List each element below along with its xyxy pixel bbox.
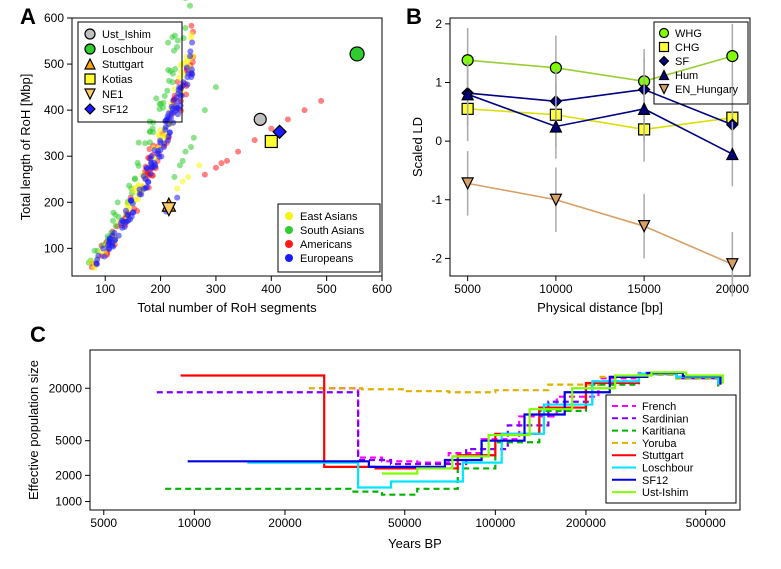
svg-text:200: 200: [44, 195, 64, 209]
svg-text:500000: 500000: [686, 516, 726, 530]
svg-text:SF12: SF12: [642, 475, 668, 487]
svg-text:400: 400: [44, 103, 64, 117]
svg-text:Physical distance [bp]: Physical distance [bp]: [537, 300, 663, 315]
svg-text:Ust_Ishim: Ust_Ishim: [102, 29, 151, 41]
svg-text:200000: 200000: [566, 516, 606, 530]
svg-text:South Asians: South Asians: [300, 225, 365, 237]
svg-text:600: 600: [372, 282, 392, 296]
svg-text:100: 100: [95, 282, 115, 296]
svg-text:Karitiana: Karitiana: [642, 426, 686, 438]
svg-text:5000: 5000: [55, 434, 82, 448]
svg-text:10000: 10000: [178, 516, 212, 530]
svg-text:Scaled LD: Scaled LD: [410, 117, 425, 177]
svg-text:5000: 5000: [90, 516, 117, 530]
svg-text:400: 400: [261, 282, 281, 296]
panel-a-label: A: [20, 4, 36, 30]
svg-text:Ust-Ishim: Ust-Ishim: [642, 487, 688, 499]
svg-text:2: 2: [435, 17, 442, 31]
panel-c-label: C: [30, 322, 46, 348]
svg-text:SF: SF: [675, 56, 689, 68]
panel-c: 5000 10000 20000 50000 100000 200000 500000 100…: [26, 350, 740, 551]
svg-text:SF12: SF12: [102, 104, 128, 116]
svg-text:Hum: Hum: [675, 70, 698, 82]
svg-text:2000: 2000: [55, 468, 82, 482]
svg-text:0: 0: [435, 134, 442, 148]
svg-text:1: 1: [435, 76, 442, 90]
svg-text:Americans: Americans: [300, 239, 352, 251]
svg-text:20000: 20000: [268, 516, 302, 530]
svg-text:Loschbour: Loschbour: [642, 463, 694, 475]
panel-b: 5000100001500020000-2-1012Physical dista…: [410, 17, 750, 315]
svg-text:300: 300: [206, 282, 226, 296]
svg-text:Total length of RoH [Mbp]: Total length of RoH [Mbp]: [18, 74, 33, 221]
svg-text:10000: 10000: [539, 282, 573, 296]
svg-text:Effective population size: Effective population size: [26, 360, 41, 500]
svg-text:100: 100: [44, 241, 64, 255]
svg-text:200: 200: [151, 282, 171, 296]
panel-b-label: B: [406, 4, 422, 30]
svg-text:1000: 1000: [55, 495, 82, 509]
svg-text:NE1: NE1: [102, 89, 123, 101]
svg-text:French: French: [642, 401, 676, 413]
svg-text:5000: 5000: [454, 282, 481, 296]
svg-text:East Asians: East Asians: [300, 211, 358, 223]
svg-text:500: 500: [317, 282, 337, 296]
svg-text:Sardinian: Sardinian: [642, 413, 688, 425]
svg-text:100000: 100000: [475, 516, 515, 530]
svg-text:CHG: CHG: [675, 42, 699, 54]
svg-text:300: 300: [44, 149, 64, 163]
svg-text:Loschbour: Loschbour: [102, 44, 154, 56]
svg-text:500: 500: [44, 57, 64, 71]
svg-text:Stuttgart: Stuttgart: [642, 450, 684, 462]
figure-svg: 100 200 300 400 500 600 100 200 300 400 500 600 Tota…: [0, 0, 781, 569]
svg-text:50000: 50000: [388, 516, 422, 530]
svg-text:WHG: WHG: [675, 28, 702, 40]
svg-text:20000: 20000: [49, 381, 83, 395]
svg-text:-1: -1: [431, 193, 442, 207]
svg-text:Yoruba: Yoruba: [642, 438, 677, 450]
svg-text:EN_Hungary: EN_Hungary: [675, 84, 738, 96]
svg-text:600: 600: [44, 11, 64, 25]
svg-text:-2: -2: [431, 251, 442, 265]
panel-a: 100 200 300 400 500 600 100 200 300 400 500 600 Tota…: [18, 0, 392, 315]
figure-stage: { "figure": { "width": 781, "height": 56…: [0, 0, 781, 569]
svg-text:Stuttgart: Stuttgart: [102, 59, 144, 71]
svg-text:Europeans: Europeans: [300, 253, 354, 265]
svg-text:Total number of RoH segments: Total number of RoH segments: [137, 300, 317, 315]
svg-text:Kotias: Kotias: [102, 74, 133, 86]
svg-text:Years BP: Years BP: [388, 536, 442, 551]
svg-text:15000: 15000: [627, 282, 661, 296]
